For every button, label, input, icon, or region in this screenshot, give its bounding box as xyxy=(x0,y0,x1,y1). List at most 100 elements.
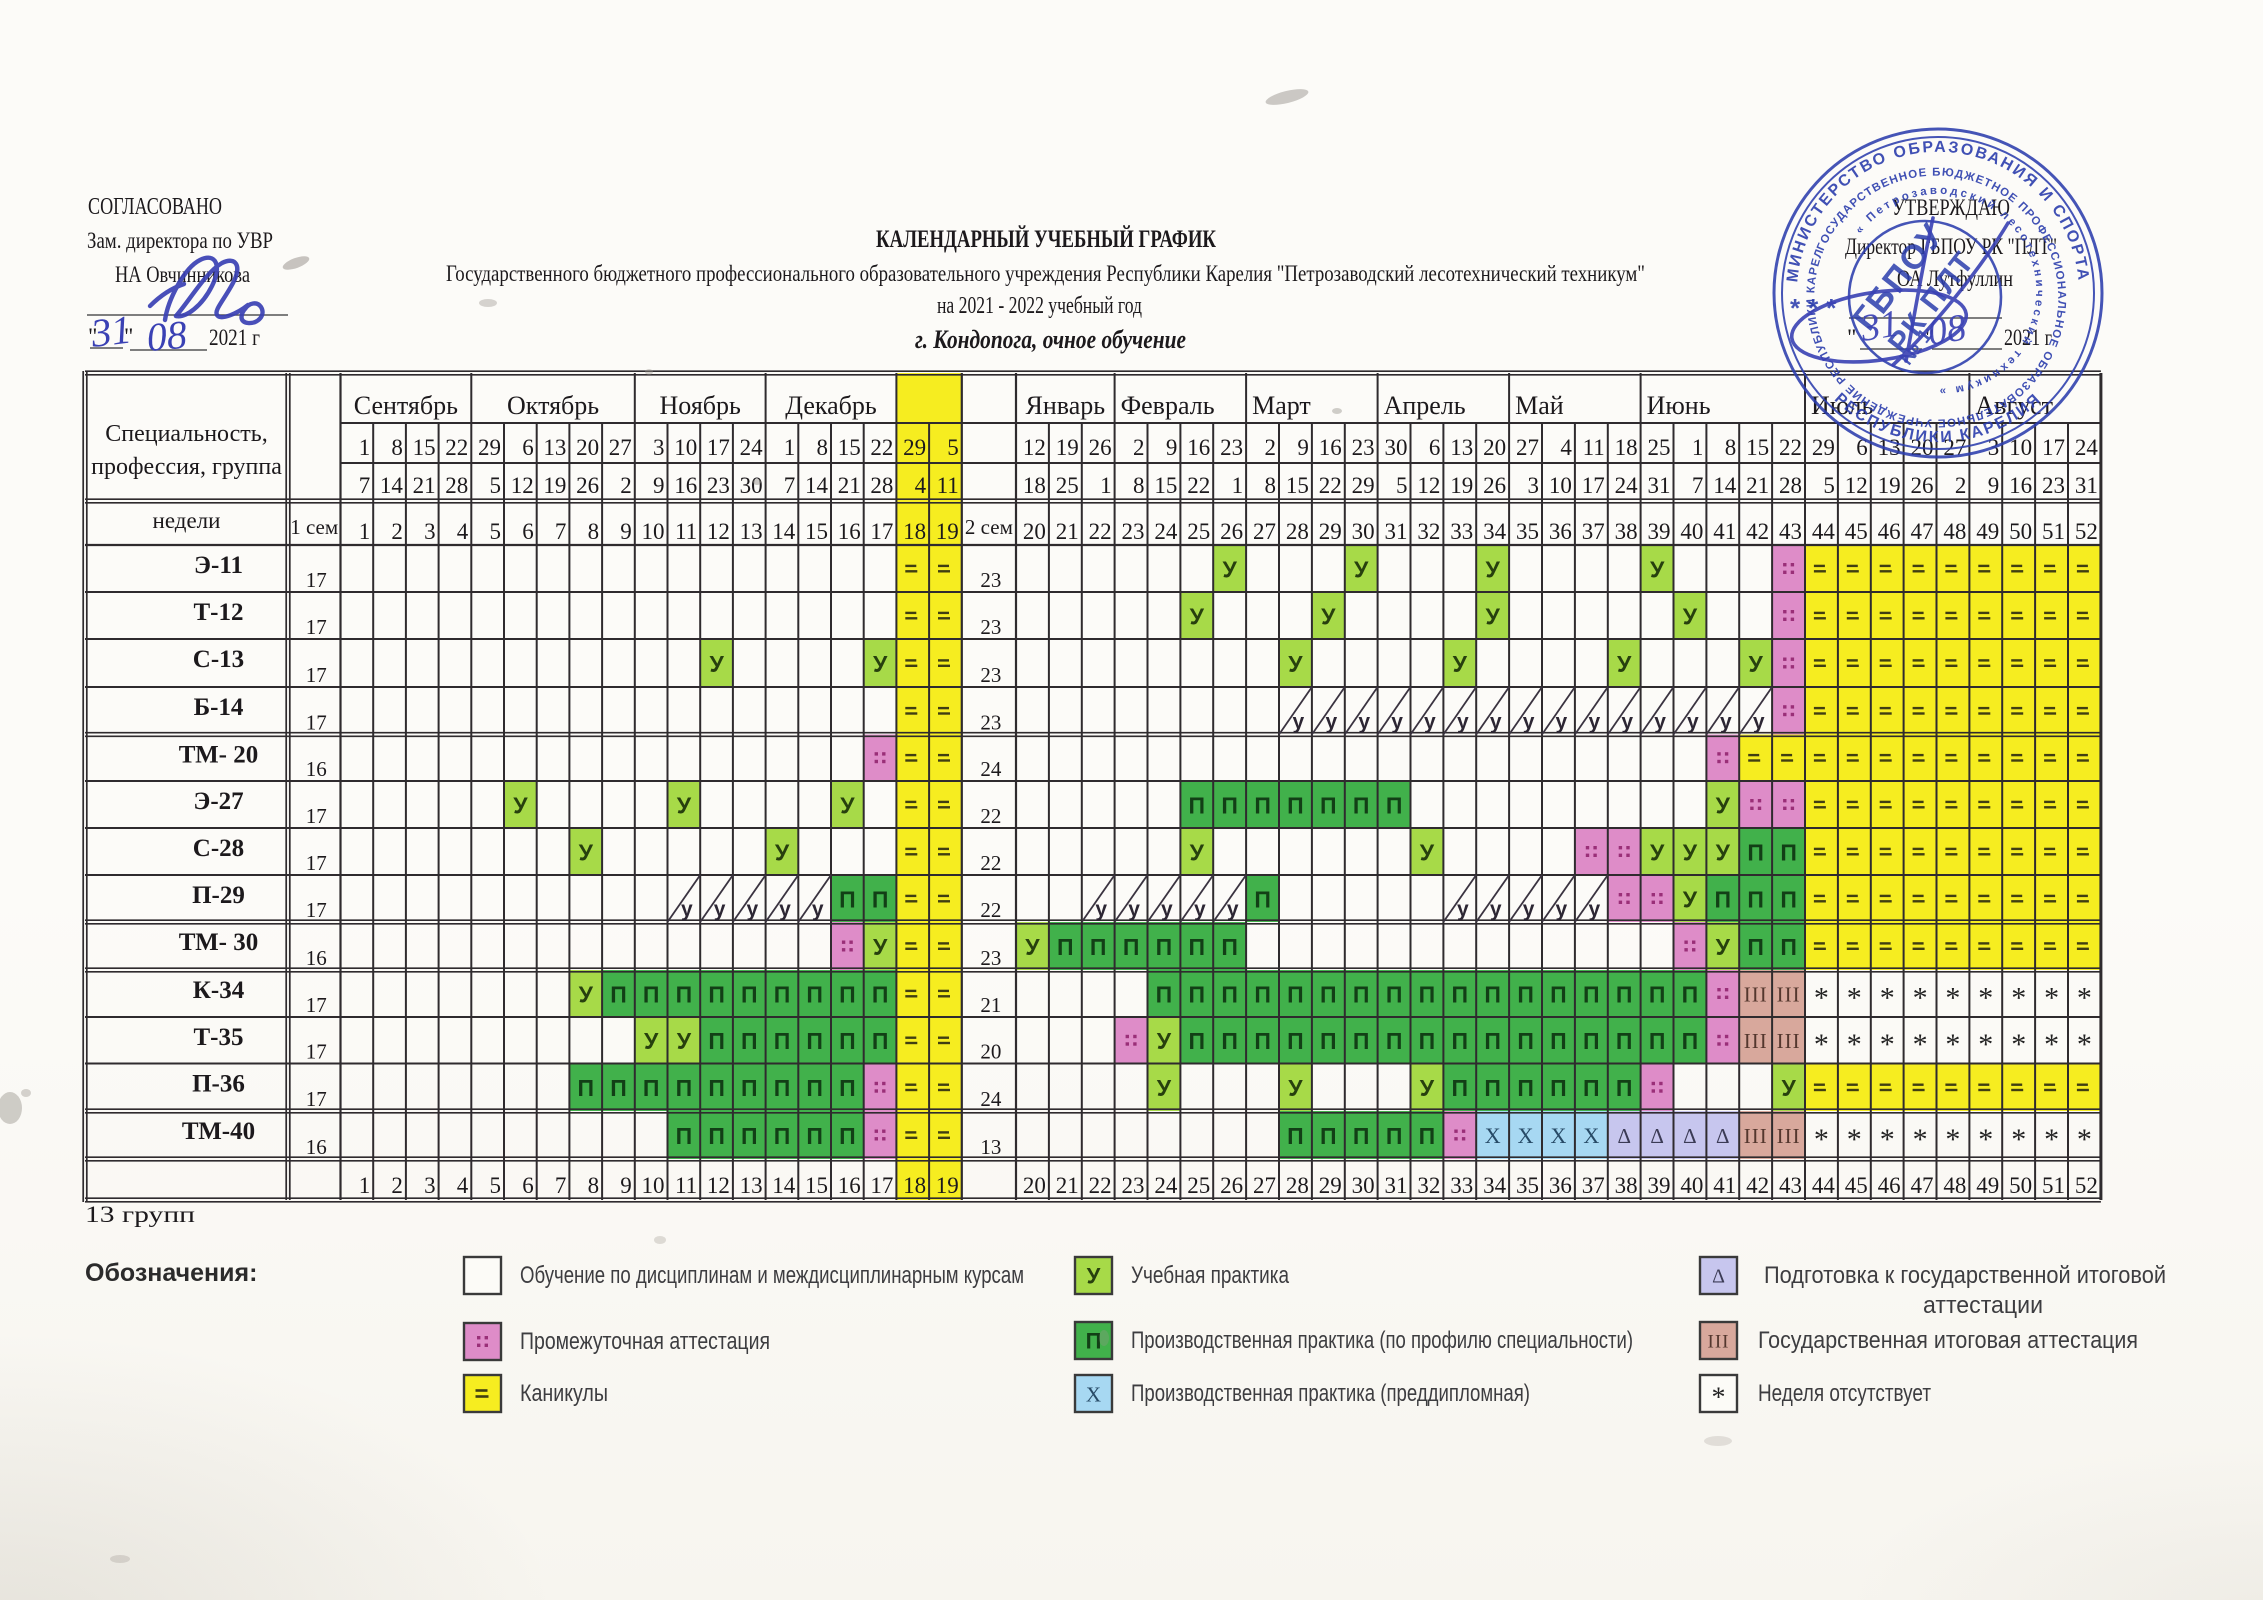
svg-text:23: 23 xyxy=(980,946,1001,970)
svg-text:43: 43 xyxy=(1779,519,1802,544)
svg-text:П: П xyxy=(1780,840,1797,866)
svg-text:39: 39 xyxy=(1648,519,1671,544)
svg-text:24: 24 xyxy=(980,757,1002,781)
svg-text:*: * xyxy=(2011,982,2026,1015)
svg-text:6: 6 xyxy=(1429,435,1441,460)
svg-text:2: 2 xyxy=(1133,435,1145,460)
svg-text:Государственного бюджетного пр: Государственного бюджетного профессионал… xyxy=(446,261,1645,286)
svg-text:11: 11 xyxy=(1583,435,1605,460)
svg-text:23: 23 xyxy=(1352,435,1375,460)
svg-text:1: 1 xyxy=(359,519,371,544)
svg-text:П: П xyxy=(1057,934,1074,960)
svg-text:5: 5 xyxy=(490,519,502,544)
svg-text:10: 10 xyxy=(642,1173,665,1198)
svg-text:14: 14 xyxy=(380,473,404,498)
svg-text:32: 32 xyxy=(1417,519,1440,544)
svg-text:16: 16 xyxy=(674,473,697,498)
svg-text:11: 11 xyxy=(675,519,697,544)
svg-text:*: * xyxy=(1880,1123,1895,1156)
svg-text:17: 17 xyxy=(306,851,327,875)
svg-text:П: П xyxy=(1452,982,1469,1008)
svg-text:29: 29 xyxy=(478,435,501,460)
svg-text:У: У xyxy=(873,934,888,960)
svg-text:*: * xyxy=(1978,982,1993,1015)
svg-text:У: У xyxy=(1617,651,1632,677)
svg-text:П: П xyxy=(806,1123,823,1149)
svg-text:у: у xyxy=(1358,711,1370,734)
svg-text:15: 15 xyxy=(805,519,828,544)
svg-text:11: 11 xyxy=(937,473,959,498)
svg-text:Октябрь: Октябрь xyxy=(507,391,599,420)
svg-text:у: у xyxy=(1325,711,1337,734)
svg-text:П: П xyxy=(839,1028,856,1054)
svg-text:У: У xyxy=(1420,1075,1435,1101)
svg-text:П: П xyxy=(1616,1075,1633,1101)
svg-text:5: 5 xyxy=(1823,473,1835,498)
svg-text:Δ: Δ xyxy=(1650,1124,1664,1148)
svg-text:21: 21 xyxy=(413,473,436,498)
svg-text:П: П xyxy=(741,1028,758,1054)
svg-text:П: П xyxy=(1419,982,1436,1008)
svg-text:П: П xyxy=(1616,982,1633,1008)
svg-text:Май: Май xyxy=(1515,391,1564,420)
svg-text:2: 2 xyxy=(1265,435,1277,460)
svg-text:П: П xyxy=(872,887,889,913)
svg-text:8: 8 xyxy=(1265,473,1277,498)
svg-text:34: 34 xyxy=(1483,1173,1507,1198)
svg-text:Апрель: Апрель xyxy=(1384,391,1466,420)
svg-text:III: III xyxy=(1708,1332,1730,1353)
svg-text:*: * xyxy=(1712,1383,1726,1414)
svg-text:У: У xyxy=(1749,651,1764,677)
svg-text:13: 13 xyxy=(740,1173,763,1198)
svg-text:4: 4 xyxy=(915,473,927,498)
svg-text:Директор ГБПОУ РК "ПЛТ": Директор ГБПОУ РК "ПЛТ" xyxy=(1845,234,2057,259)
svg-text:21: 21 xyxy=(980,993,1001,1017)
svg-text:КАЛЕНДАРНЫЙ УЧЕБНЫЙ ГРАФИК: КАЛЕНДАРНЫЙ УЧЕБНЫЙ ГРАФИК xyxy=(876,225,1216,253)
svg-text:23: 23 xyxy=(1122,519,1145,544)
svg-text:П: П xyxy=(774,1028,791,1054)
svg-text:П: П xyxy=(1484,982,1501,1008)
svg-text:у: у xyxy=(812,898,824,921)
svg-text:П: П xyxy=(806,1075,823,1101)
svg-text:у: у xyxy=(1095,898,1107,921)
svg-text:П: П xyxy=(1616,1028,1633,1054)
svg-text:П: П xyxy=(1452,1075,1469,1101)
svg-text:П: П xyxy=(1386,1123,1403,1149)
svg-text:П: П xyxy=(708,1028,725,1054)
svg-text:П: П xyxy=(1287,1028,1304,1054)
svg-text:13: 13 xyxy=(1878,435,1901,460)
svg-text:*: * xyxy=(1880,1028,1895,1061)
svg-text:36: 36 xyxy=(1549,519,1572,544)
svg-text:П: П xyxy=(741,1075,758,1101)
svg-text:у: у xyxy=(746,898,758,921)
svg-text:у: у xyxy=(1490,898,1502,921)
svg-text:П: П xyxy=(1517,982,1534,1008)
svg-text:у: у xyxy=(779,898,791,921)
svg-text:6: 6 xyxy=(522,519,534,544)
svg-text:УТВЕРЖДАЮ: УТВЕРЖДАЮ xyxy=(1892,195,2010,220)
svg-text:16: 16 xyxy=(1187,435,1210,460)
svg-text:Т-35: Т-35 xyxy=(194,1024,244,1051)
svg-text:40: 40 xyxy=(1680,519,1703,544)
svg-text:17: 17 xyxy=(306,711,327,735)
svg-text:17: 17 xyxy=(2042,435,2065,460)
svg-text:14: 14 xyxy=(805,473,829,498)
svg-text:*: * xyxy=(1978,1028,1993,1061)
svg-text:15: 15 xyxy=(1746,435,1769,460)
svg-text:26: 26 xyxy=(1220,1173,1243,1198)
svg-text:39: 39 xyxy=(1648,1173,1671,1198)
svg-text:У: У xyxy=(1486,557,1501,583)
svg-text:П-29: П-29 xyxy=(192,882,245,909)
svg-text:*: * xyxy=(1847,1123,1862,1156)
svg-text:47: 47 xyxy=(1911,519,1934,544)
svg-text:23: 23 xyxy=(2042,473,2065,498)
svg-text:П: П xyxy=(1353,1028,1370,1054)
svg-text:37: 37 xyxy=(1582,1173,1605,1198)
svg-text:П: П xyxy=(1517,1028,1534,1054)
svg-text:7: 7 xyxy=(359,473,371,498)
svg-text:12: 12 xyxy=(707,1173,730,1198)
svg-text:Обозначения:: Обозначения: xyxy=(85,1259,257,1287)
svg-text:8: 8 xyxy=(391,435,403,460)
svg-text:П: П xyxy=(1156,982,1173,1008)
svg-text:46: 46 xyxy=(1878,519,1901,544)
